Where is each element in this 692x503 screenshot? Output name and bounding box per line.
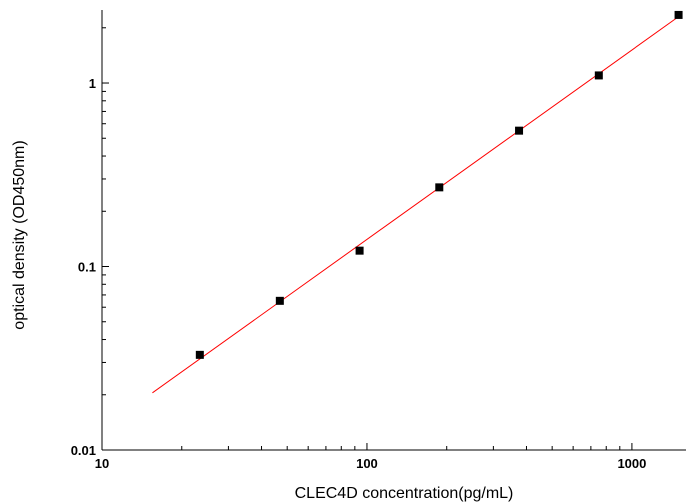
data-point	[594, 71, 603, 80]
y-tick-label: 1	[89, 76, 96, 91]
y-axis-title: optical density (OD450nm)	[11, 140, 28, 329]
data-point	[195, 350, 204, 359]
data-point	[355, 246, 364, 255]
plot-area	[152, 16, 679, 394]
ticks: 10 100 1000 0.01 0.1 1	[71, 27, 646, 471]
fit-line	[152, 16, 679, 394]
data-point	[674, 10, 683, 19]
data-point	[435, 183, 444, 192]
y-tick-label: 0.1	[78, 260, 96, 275]
data-point	[275, 296, 284, 305]
y-tick-label: 0.01	[71, 443, 96, 458]
data-marks	[195, 10, 683, 359]
data-point	[515, 126, 524, 135]
x-axis-title: CLEC4D concentration(pg/mL)	[295, 485, 514, 502]
x-tick-label: 1000	[617, 456, 646, 471]
x-tick-label: 10	[95, 456, 109, 471]
x-tick-label: 100	[356, 456, 378, 471]
